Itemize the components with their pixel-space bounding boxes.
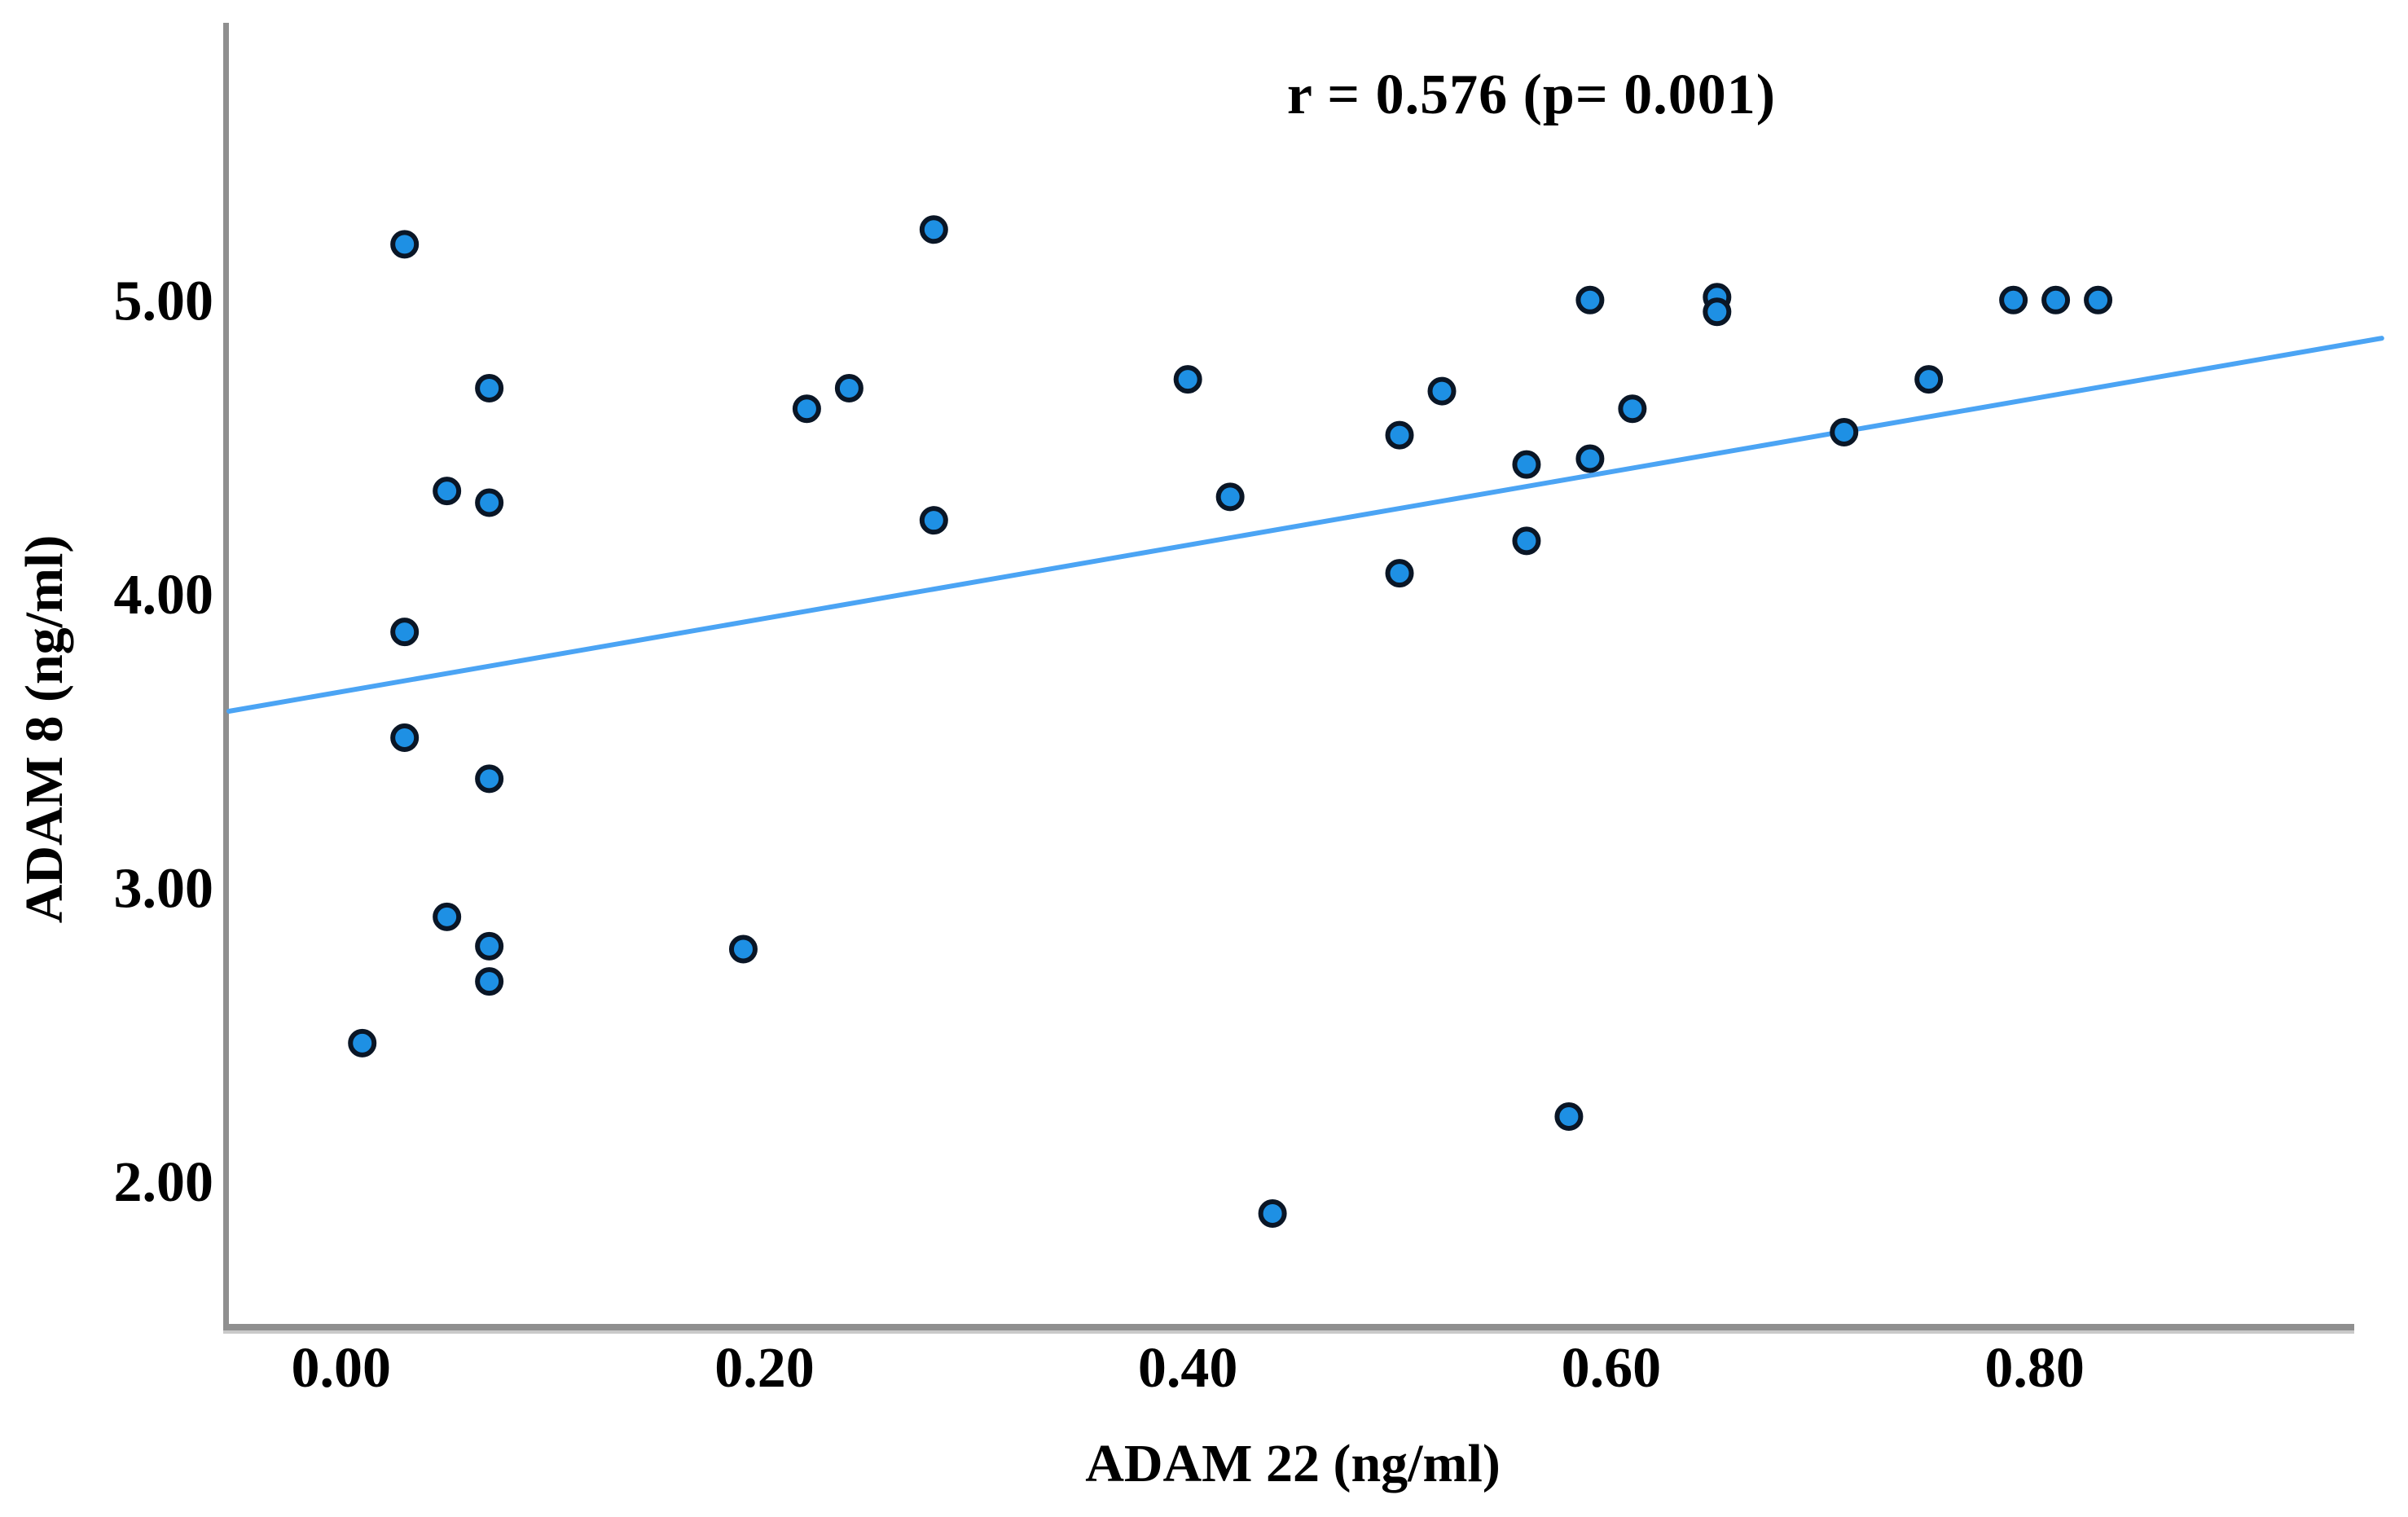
data-point bbox=[475, 373, 504, 402]
y-tick-label: 5.00 bbox=[114, 270, 214, 332]
data-point bbox=[390, 230, 420, 259]
correlation-annotation: r = 0.576 (p= 0.001) bbox=[1286, 64, 1777, 126]
x-tick-label: 0.60 bbox=[1562, 1337, 1662, 1400]
data-point bbox=[728, 934, 758, 964]
data-point bbox=[1512, 450, 1541, 479]
data-point bbox=[1999, 285, 2028, 314]
data-point bbox=[433, 477, 462, 506]
y-axis-line bbox=[223, 23, 229, 1334]
y-axis-title: ADAM 8 (ng/ml) bbox=[15, 534, 74, 924]
data-point bbox=[1385, 559, 1414, 588]
x-tick-label: 0.80 bbox=[1984, 1337, 2085, 1400]
data-point bbox=[1173, 365, 1202, 394]
trend-line bbox=[226, 336, 2384, 715]
data-point bbox=[433, 902, 462, 931]
data-point bbox=[1575, 444, 1605, 473]
data-point bbox=[1554, 1101, 1584, 1131]
data-point bbox=[1385, 420, 1414, 450]
data-point bbox=[1215, 482, 1245, 512]
data-point bbox=[1703, 297, 1732, 327]
data-point bbox=[348, 1028, 377, 1058]
data-point bbox=[1830, 418, 1859, 447]
x-axis-title: ADAM 22 (ng/ml) bbox=[1085, 1434, 1501, 1493]
data-point bbox=[919, 506, 948, 535]
data-point bbox=[390, 618, 420, 647]
data-point bbox=[1258, 1198, 1287, 1228]
data-point bbox=[919, 215, 948, 244]
data-point bbox=[390, 723, 420, 752]
data-point bbox=[475, 967, 504, 996]
x-tick-label: 0.40 bbox=[1138, 1337, 1238, 1400]
data-point bbox=[1512, 526, 1541, 556]
data-point bbox=[475, 764, 504, 794]
data-point bbox=[475, 488, 504, 517]
y-tick-label: 4.00 bbox=[114, 564, 214, 627]
data-point bbox=[2041, 285, 2071, 314]
data-point bbox=[475, 931, 504, 961]
data-point bbox=[792, 394, 821, 424]
data-point bbox=[1427, 376, 1457, 406]
data-point bbox=[1575, 285, 1605, 314]
data-point bbox=[2084, 285, 2113, 314]
x-tick-label: 0.20 bbox=[714, 1337, 815, 1400]
data-point bbox=[1914, 365, 1944, 394]
data-point bbox=[1618, 394, 1647, 424]
x-axis-line bbox=[223, 1324, 2354, 1330]
y-tick-label: 3.00 bbox=[114, 857, 214, 920]
x-axis-line-shade bbox=[223, 1330, 2354, 1334]
y-tick-label: 2.00 bbox=[114, 1151, 214, 1214]
x-tick-label: 0.00 bbox=[291, 1337, 391, 1400]
data-point bbox=[834, 373, 863, 402]
